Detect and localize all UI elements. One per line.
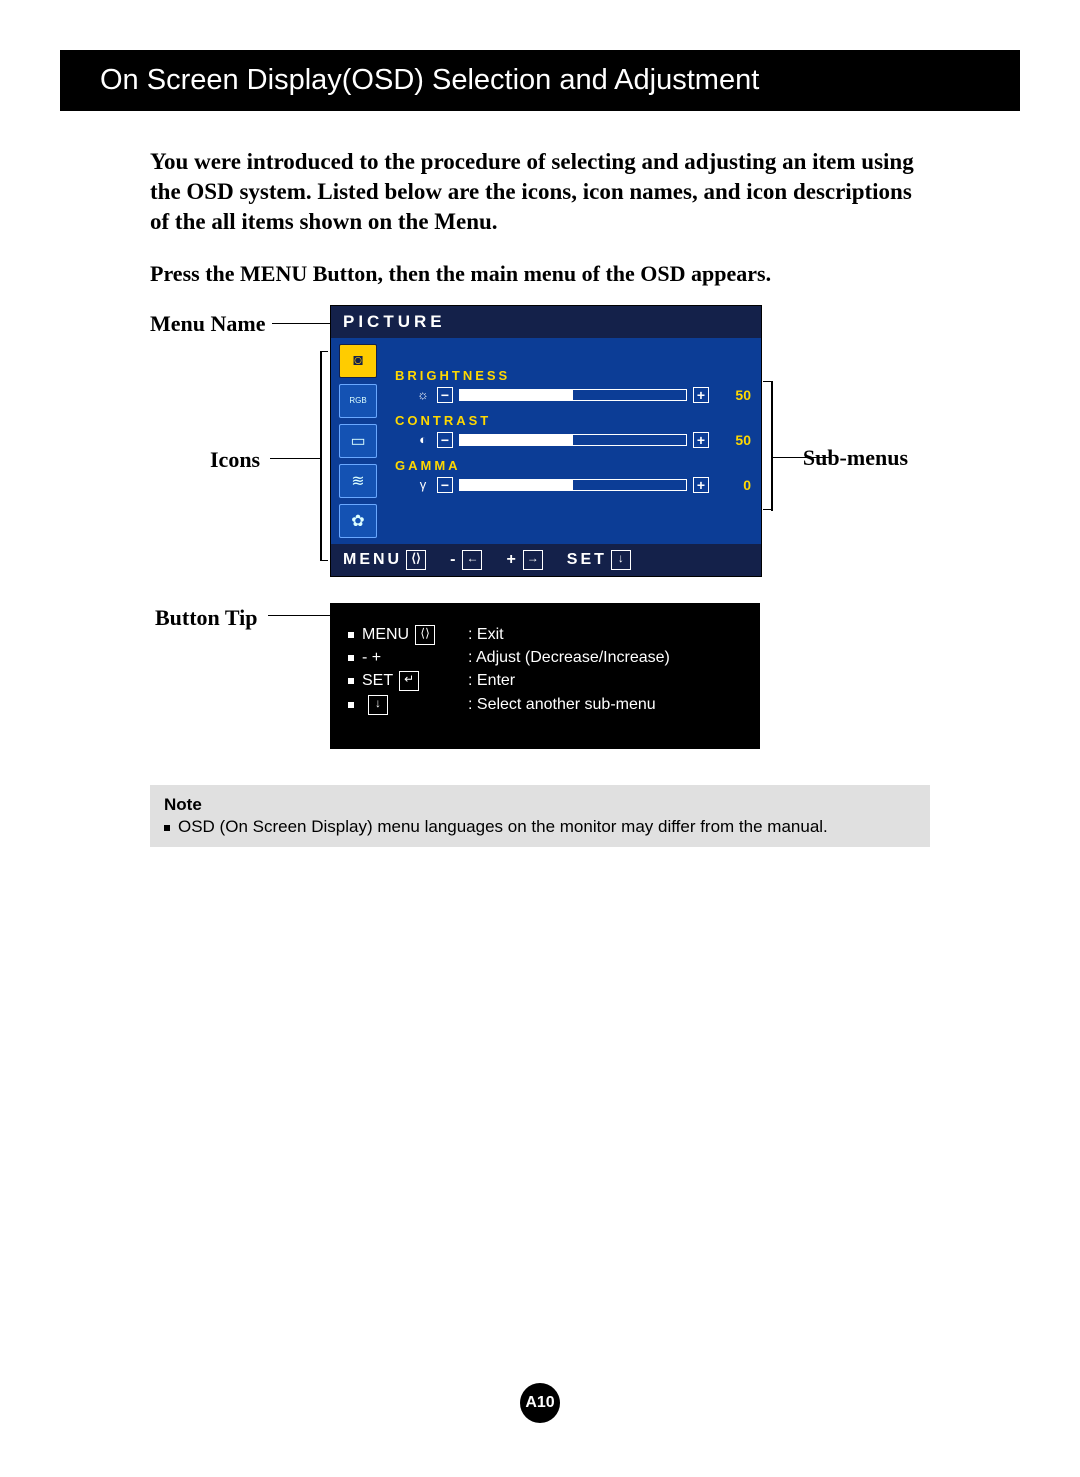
tip-row: SET ↵ : Enter bbox=[348, 671, 742, 691]
bullet-icon bbox=[164, 825, 170, 831]
footer-minus-label: - bbox=[450, 551, 458, 569]
leader-line bbox=[771, 381, 773, 511]
tip-desc: : Adjust (Decrease/Increase) bbox=[468, 649, 670, 667]
tip-key: MENU bbox=[362, 626, 409, 644]
callout-icons: Icons bbox=[210, 447, 260, 473]
page-number-badge: A10 bbox=[520, 1383, 560, 1423]
osd-footer: MENU ⟨⟩ - ← + → SET ↓ bbox=[331, 544, 761, 576]
submenu-label: GAMMA bbox=[395, 458, 751, 473]
arrow-right-icon: → bbox=[523, 550, 543, 570]
plus-button[interactable]: + bbox=[693, 477, 709, 493]
tip-row: MENU ⟨⟩ : Exit bbox=[348, 625, 742, 645]
leader-line bbox=[763, 381, 771, 383]
bullet-icon bbox=[348, 678, 354, 684]
setup-icon[interactable]: ≋ bbox=[339, 464, 377, 498]
osd-sidebar: ◙ RGB ▭ ≋ ✿ bbox=[331, 338, 385, 544]
minus-button[interactable]: − bbox=[437, 477, 453, 493]
footer-set-label: SET bbox=[567, 551, 607, 569]
footer-minus[interactable]: - ← bbox=[450, 550, 482, 570]
slider-row[interactable]: ◐− +50 bbox=[415, 432, 751, 448]
footer-plus-label: + bbox=[506, 551, 518, 569]
key-icon: ⟨⟩ bbox=[415, 625, 435, 645]
callout-menu-name: Menu Name bbox=[150, 311, 265, 337]
slider-row[interactable]: ☼− +50 bbox=[415, 387, 751, 403]
submenu-label: BRIGHTNESS bbox=[395, 368, 751, 383]
setting-icon: ◐ bbox=[415, 432, 431, 447]
footer-menu[interactable]: MENU ⟨⟩ bbox=[343, 550, 426, 570]
screen-icon[interactable]: ▭ bbox=[339, 424, 377, 458]
picture-icon[interactable]: ◙ bbox=[339, 344, 377, 378]
leader-line bbox=[320, 351, 328, 353]
minus-button[interactable]: − bbox=[437, 432, 453, 448]
slider-value: 50 bbox=[723, 432, 751, 448]
slider-value: 0 bbox=[723, 477, 751, 493]
page-title: On Screen Display(OSD) Selection and Adj… bbox=[60, 50, 1020, 111]
slider-track[interactable] bbox=[459, 479, 687, 491]
button-tip-panel: MENU ⟨⟩ : Exit - + : Adjust (Decrease/Increa… bbox=[330, 603, 760, 749]
tip-row: ↓ : Select another sub-menu bbox=[348, 695, 742, 715]
footer-set[interactable]: SET ↓ bbox=[567, 550, 631, 570]
leader-line bbox=[771, 457, 829, 459]
note-block: Note OSD (On Screen Display) menu langua… bbox=[150, 785, 930, 847]
leader-line bbox=[268, 615, 330, 617]
slider-track[interactable] bbox=[459, 389, 687, 401]
slider-track[interactable] bbox=[459, 434, 687, 446]
minus-button[interactable]: − bbox=[437, 387, 453, 403]
osd-panel: PICTURE ◙RGB▭≋✿ BRIGHTNESS☼−+50CONTRAST◐… bbox=[330, 305, 762, 577]
arrow-left-icon: ← bbox=[462, 550, 482, 570]
flower-icon[interactable]: ✿ bbox=[339, 504, 377, 538]
key-icon: ↵ bbox=[399, 671, 419, 691]
footer-menu-label: MENU bbox=[343, 551, 402, 569]
bullet-icon bbox=[348, 702, 354, 708]
slider-value: 50 bbox=[723, 387, 751, 403]
setting-icon: γ bbox=[415, 477, 431, 492]
diagram-area: Menu Name Icons Button Tip Sub-menus PIC… bbox=[150, 305, 930, 745]
plus-button[interactable]: + bbox=[693, 432, 709, 448]
arrow-down-icon: ↓ bbox=[611, 550, 631, 570]
manual-page: On Screen Display(OSD) Selection and Adj… bbox=[0, 0, 1080, 1477]
leader-line bbox=[763, 509, 771, 511]
leader-line bbox=[272, 323, 330, 325]
tip-key: SET bbox=[362, 672, 393, 690]
leader-line bbox=[320, 560, 328, 562]
tip-desc: : Exit bbox=[468, 626, 504, 644]
submenu-label: CONTRAST bbox=[395, 413, 751, 428]
key-icon: ↓ bbox=[368, 695, 388, 715]
tip-row: - + : Adjust (Decrease/Increase) bbox=[348, 649, 742, 667]
subintro-text: Press the MENU Button, then the main men… bbox=[150, 261, 930, 287]
leader-line bbox=[320, 351, 322, 561]
note-text: OSD (On Screen Display) menu languages o… bbox=[178, 817, 828, 837]
setting-icon: ☼ bbox=[415, 387, 431, 402]
tip-key: - + bbox=[362, 649, 381, 667]
callout-button-tip: Button Tip bbox=[155, 605, 258, 631]
osd-main: BRIGHTNESS☼−+50CONTRAST◐−+50GAMMAγ−+0 bbox=[385, 338, 761, 544]
bullet-icon bbox=[348, 655, 354, 661]
leader-line bbox=[270, 458, 320, 460]
osd-body: ◙RGB▭≋✿ BRIGHTNESS☼−+50CONTRAST◐−+50GAMM… bbox=[331, 338, 761, 544]
tip-desc: : Enter bbox=[468, 672, 515, 690]
slider-row[interactable]: γ− +0 bbox=[415, 477, 751, 493]
color-icon[interactable]: RGB bbox=[339, 384, 377, 418]
footer-plus[interactable]: + → bbox=[506, 550, 542, 570]
diamond-icon: ⟨⟩ bbox=[406, 550, 426, 570]
plus-button[interactable]: + bbox=[693, 387, 709, 403]
tip-desc: : Select another sub-menu bbox=[468, 696, 656, 714]
note-label: Note bbox=[164, 795, 916, 815]
intro-text: You were introduced to the procedure of … bbox=[150, 147, 930, 237]
osd-menu-title: PICTURE bbox=[331, 306, 761, 338]
bullet-icon bbox=[348, 632, 354, 638]
